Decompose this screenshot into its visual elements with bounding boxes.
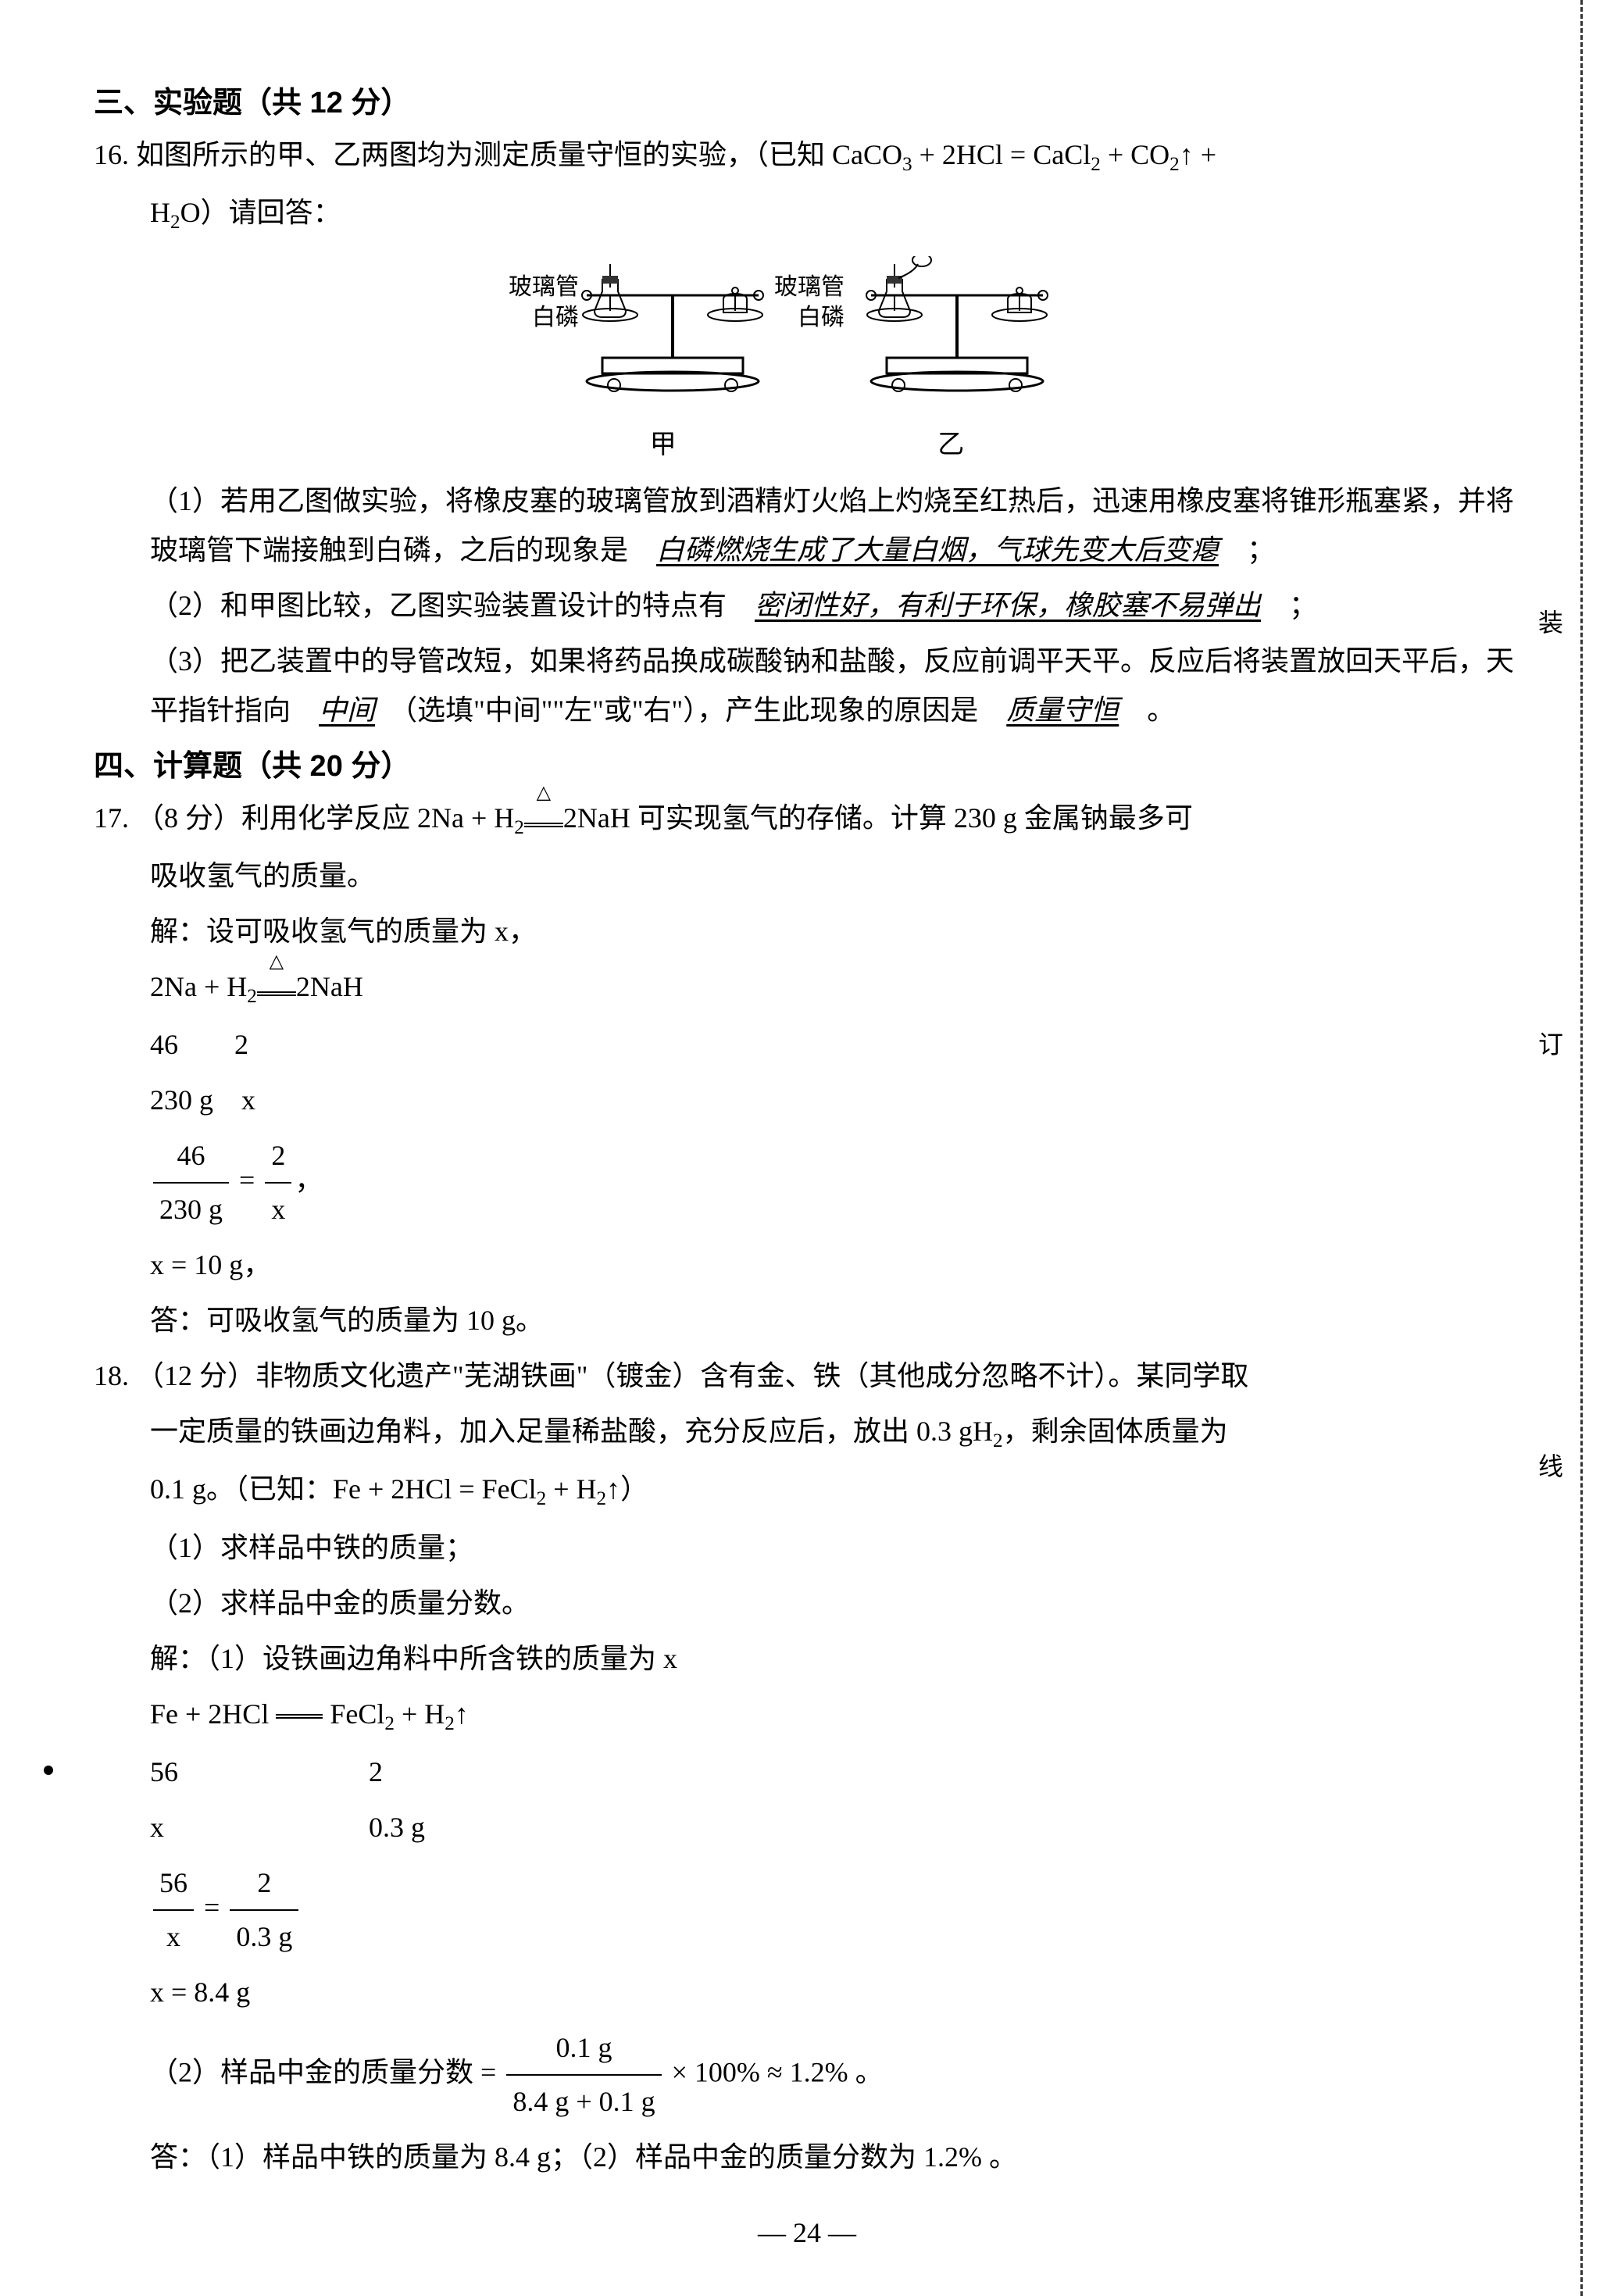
triangle-cond [524,794,563,843]
q18-number: 18. [94,1360,129,1391]
q17-intro-b: 2NaH 可实现氢气的存储。计算 230 g 金属钠最多可 [563,802,1193,834]
q16-intro2: H2O）请回答： [94,188,1520,240]
q17-sol-line1: 解：设可吸收氢气的质量为 x， [94,907,1520,956]
binding-dash-line [1580,0,1583,2296]
q18-sol-line1: 解：（1）设铁画边角料中所含铁的质量为 x [94,1634,1520,1684]
q18-sol-result: x = 8.4 g [94,1968,1520,2017]
cut-char-1: 装 [1531,609,1567,634]
q16-p2-prefix: （2）和甲图比较，乙图实验装置设计的特点有 [150,590,727,621]
q17-intro-a: （8 分）利用化学反应 2Na + H2 [136,802,524,834]
q16-p3-ans2: 质量守恒 [1006,695,1119,726]
q17-sol-frac: 46230 g = 2x， [94,1131,1520,1234]
q16-number: 16. [94,139,129,170]
balance-jia-svg [555,256,774,412]
q17: 17. （8 分）利用化学反应 2Na + H2 2NaH 可实现氢气的存储。计算… [94,794,1520,845]
cut-char-3: 线 [1531,1453,1567,1478]
section3-title: 三、实验题（共 12 分） [94,78,1520,121]
q17-sol-m2: 230 g x [94,1076,1520,1125]
q16-part3: （3）把乙装置中的导管改短，如果将药品换成碳酸钠和盐酸，反应前调平天平。反应后将… [94,637,1520,735]
cut-char-2: 订 [1531,1031,1567,1056]
q18-sol-eq: Fe + 2HCl FeCl2 + H2↑ [94,1690,1520,1741]
q17-sol-result: x = 10 g， [94,1241,1520,1290]
q16-p2-suffix: ； [1289,590,1317,621]
q17-sol-eq: 2Na + H22NaH [94,962,1520,1014]
dot-mark [44,1766,53,1775]
q16-part1: （1）若用乙图做实验，将橡皮塞的玻璃管放到酒精灯火焰上灼烧至红热后，迅速用橡皮塞… [94,477,1520,575]
q18-p2: （2）求样品中金的质量分数。 [94,1579,1520,1628]
caption-jia: 甲 [554,423,773,461]
q16-p3-ans1: 中间 [319,695,375,726]
figure-label-jia: 玻璃管白磷 [509,272,579,333]
q16-p3-suffix: 。 [1147,695,1175,726]
q18-sol-answer: 答：（1）样品中铁的质量为 8.4 g；（2）样品中金的质量分数为 1.2% 。 [94,2133,1520,2182]
q16-p3-mid: （选填"中间""左"或"右"），产生此现象的原因是 [403,695,978,726]
q16-intro: 如图所示的甲、乙两图均为测定质量守恒的实验，（已知 CaCO3 + 2HCl =… [136,139,1216,170]
q17-sol-answer: 答：可吸收氢气的质量为 10 g。 [94,1296,1520,1345]
q16-part2: （2）和甲图比较，乙图实验装置设计的特点有 密闭性好，有利于环保，橡胶塞不易弹出… [94,581,1520,630]
q18-intro-a: （12 分）非物质文化遗产"芜湖铁画"（镀金）含有金、铁（其他成分忽略不计）。某… [136,1360,1248,1391]
page-number: — 24 — [758,2216,856,2249]
q16: 16. 如图所示的甲、乙两图均为测定质量守恒的实验，（已知 CaCO3 + 2H… [94,130,1520,182]
figure-label-yi: 玻璃管白磷 [774,272,844,333]
caption-yi: 乙 [841,423,1060,461]
q16-p1-suffix: ； [1247,534,1275,566]
q16-p2-answer: 密闭性好，有利于环保，橡胶塞不易弹出 [755,590,1261,621]
q18-sol-m2: x0.3 g [94,1803,1520,1852]
q18-intro-c: 0.1 g。（已知：Fe + 2HCl = FeCl2 + H2↑） [94,1465,1520,1516]
q18-sol-p2: （2）样品中金的质量分数 = 0.1 g8.4 g + 0.1 g × 100%… [94,2023,1520,2126]
section4-title: 四、计算题（共 20 分） [94,741,1520,784]
q16-figure: 玻璃管白磷 [94,256,1520,461]
q18-sol-frac: 56x = 20.3 g [94,1859,1520,1962]
balance-yi-svg [840,256,1059,412]
q16-p1-answer: 白磷燃烧生成了大量白烟，气球先变大后变瘪 [656,534,1219,566]
q18-intro-b: 一定质量的铁画边角料，加入足量稀盐酸，充分反应后，放出 0.3 gH2，剩余固体… [94,1407,1520,1459]
q18: 18. （12 分）非物质文化遗产"芜湖铁画"（镀金）含有金、铁（其他成分忽略不… [94,1352,1520,1401]
q18-sol-m1: 562 [94,1748,1520,1797]
q17-number: 17. [94,802,129,834]
q18-p1: （1）求样品中铁的质量； [94,1523,1520,1573]
document-page: 三、实验题（共 12 分） 16. 如图所示的甲、乙两图均为测定质量守恒的实验，… [0,0,1614,2251]
q17-intro2: 吸收氢气的质量。 [94,852,1520,901]
q17-sol-m1: 46 2 [94,1020,1520,1069]
